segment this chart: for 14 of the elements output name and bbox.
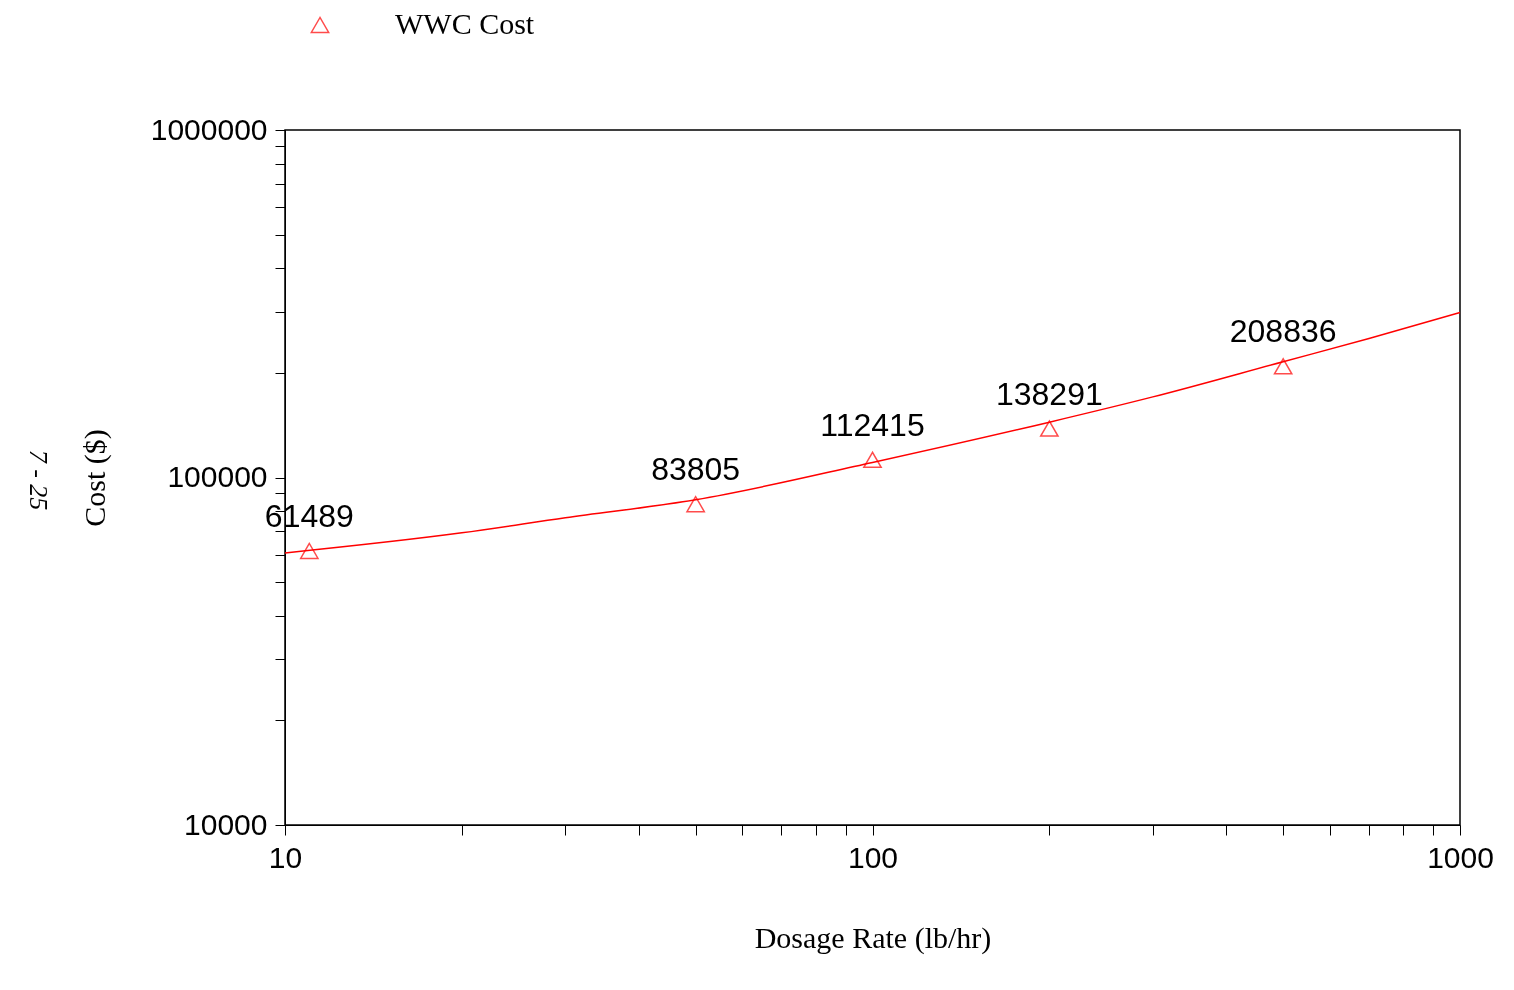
y-tick-label: 1000000 xyxy=(150,112,268,146)
y-tick-label: 100000 xyxy=(167,460,268,493)
data-label: 208836 xyxy=(1229,313,1337,350)
x-tick-label: 100 xyxy=(847,840,899,874)
x-tick-label: 10 xyxy=(268,840,303,874)
legend-label: WWC Cost xyxy=(395,7,535,40)
y-tick-label: 10000 xyxy=(184,807,268,841)
data-label: 138291 xyxy=(995,375,1103,412)
x-axis-title: Dosage Rate (lb/hr) xyxy=(754,920,992,955)
text: 7 - 25 xyxy=(23,449,54,511)
x-tick-label: 1000 xyxy=(1427,840,1494,874)
data-label: 83805 xyxy=(651,451,741,488)
data-label: 112415 xyxy=(820,406,925,443)
y-axis-title: Cost ($) xyxy=(77,429,112,527)
